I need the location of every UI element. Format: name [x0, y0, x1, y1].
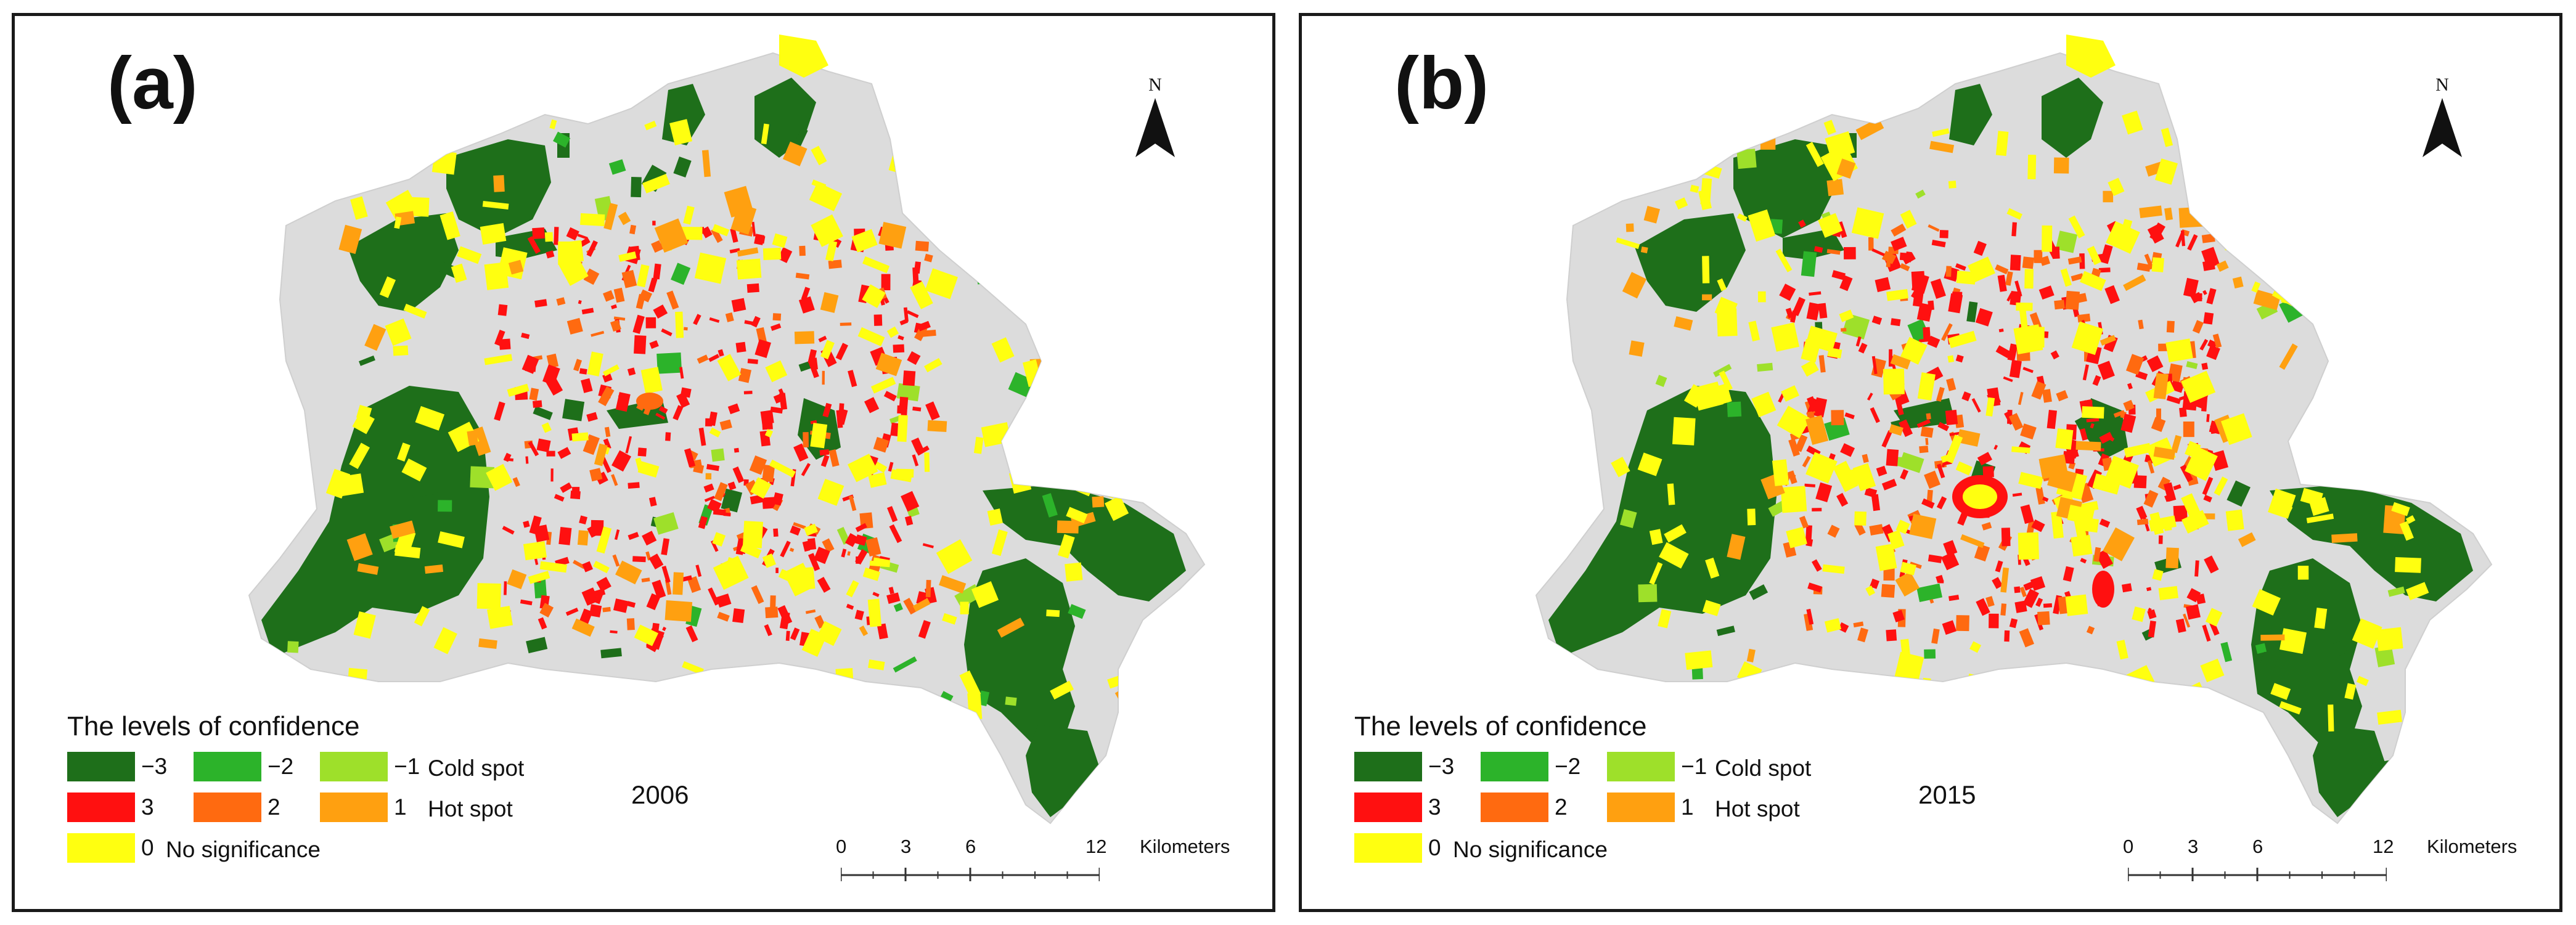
scale-tick-label: 0 [2123, 836, 2134, 857]
legend-none-label: No significance [1453, 837, 1608, 862]
year-label: 2006 [631, 780, 689, 809]
panel-label: (b) [1394, 42, 1489, 124]
map-base [1535, 52, 2493, 825]
north-label: N [2435, 75, 2449, 95]
scale-tick-label: 6 [965, 836, 976, 857]
legend-value: 1 [394, 794, 407, 820]
legend-title: The levels of confidence [67, 711, 360, 741]
scale-tick-label: 3 [901, 836, 912, 857]
legend-item-cold-1: −1 [320, 752, 420, 781]
legend-item-cold-3: −3 [67, 752, 167, 781]
map-overlay [261, 78, 1186, 817]
legend-swatch [1607, 752, 1675, 781]
scale-bar: 0 3 6 12 Kilometers [836, 836, 1230, 885]
scale-line [2128, 868, 2387, 881]
legend: The levels of confidence −3 −2 −1 Cold s… [1354, 711, 1909, 896]
legend-value: 0 [141, 835, 154, 860]
legend-swatch [67, 833, 135, 863]
legend-item-hot-2: 2 [1481, 793, 1568, 822]
legend-swatch [1481, 793, 1548, 822]
scale-tick-label: 6 [2252, 836, 2263, 857]
scale-units: Kilometers [1140, 836, 1230, 857]
map-panel-a: (a) N The levels of confidence −3 −2 −1 … [12, 13, 1275, 912]
legend-value: 3 [141, 794, 154, 820]
legend-hot-label: Hot spot [428, 796, 513, 821]
legend-item-cold-1: −1 [1607, 752, 1707, 781]
north-arrow: N [1134, 75, 1177, 167]
legend-item-hot-3: 3 [67, 793, 154, 822]
legend-hot-label: Hot spot [1715, 796, 1800, 821]
legend-swatch [320, 752, 388, 781]
legend-value: −3 [1428, 754, 1455, 779]
legend-none-label: No significance [166, 837, 321, 862]
north-label: N [1148, 75, 1162, 95]
map-base [248, 52, 1206, 825]
scale-units: Kilometers [2427, 836, 2517, 857]
map-overlay [1548, 78, 2489, 817]
legend-value: −2 [268, 754, 294, 779]
legend-swatch [67, 752, 135, 781]
legend-item-hot-2: 2 [194, 793, 280, 822]
legend-value: 2 [268, 794, 280, 820]
north-arrow-icon [1135, 98, 1175, 157]
north-arrow: N [2421, 75, 2464, 167]
legend-title: The levels of confidence [1354, 711, 1647, 741]
legend-value: −3 [141, 754, 168, 779]
legend-value: 2 [1555, 794, 1568, 820]
legend-item-none: 0 [67, 833, 154, 863]
scale-tick-label: 3 [2188, 836, 2199, 857]
legend-item-hot-3: 3 [1354, 793, 1441, 822]
legend-swatch [194, 752, 261, 781]
north-arrow-icon [2423, 98, 2462, 157]
legend-value: −1 [1681, 754, 1707, 779]
legend-swatch [1354, 793, 1422, 822]
legend-swatch [67, 793, 135, 822]
legend-cold-label: Cold spot [1715, 756, 1812, 781]
scale-bar: 0 3 6 12 Kilometers [2123, 836, 2517, 885]
map-panel-b: (b) N The levels of confidence −3 −2 −1 … [1299, 13, 2562, 912]
legend-cold-label: Cold spot [428, 756, 525, 781]
legend-swatch [1354, 752, 1422, 781]
legend-value: 0 [1428, 835, 1441, 860]
year-label: 2015 [1918, 780, 1976, 809]
legend-item-cold-2: −2 [194, 752, 293, 781]
scale-line [841, 868, 1100, 881]
panel-label: (a) [107, 42, 198, 124]
legend-value: 1 [1681, 794, 1694, 820]
legend-value: −1 [394, 754, 420, 779]
legend: The levels of confidence −3 −2 −1 Cold s… [67, 711, 622, 896]
legend-swatch [194, 793, 261, 822]
berlin-map-2006 [248, 35, 1206, 825]
legend-item-hot-1: 1 [1607, 793, 1694, 822]
legend-swatch [1481, 752, 1548, 781]
legend-value: −2 [1555, 754, 1581, 779]
scale-tick-label: 12 [2373, 836, 2394, 857]
legend-item-none: 0 [1354, 833, 1441, 863]
scale-tick-label: 0 [836, 836, 847, 857]
legend-item-hot-1: 1 [320, 793, 407, 822]
berlin-map-2015 [1535, 35, 2493, 825]
legend-value: 3 [1428, 794, 1441, 820]
legend-swatch [1607, 793, 1675, 822]
legend-item-cold-3: −3 [1354, 752, 1454, 781]
legend-swatch [1354, 833, 1422, 863]
legend-swatch [320, 793, 388, 822]
scale-tick-label: 12 [1086, 836, 1107, 857]
legend-item-cold-2: −2 [1481, 752, 1580, 781]
